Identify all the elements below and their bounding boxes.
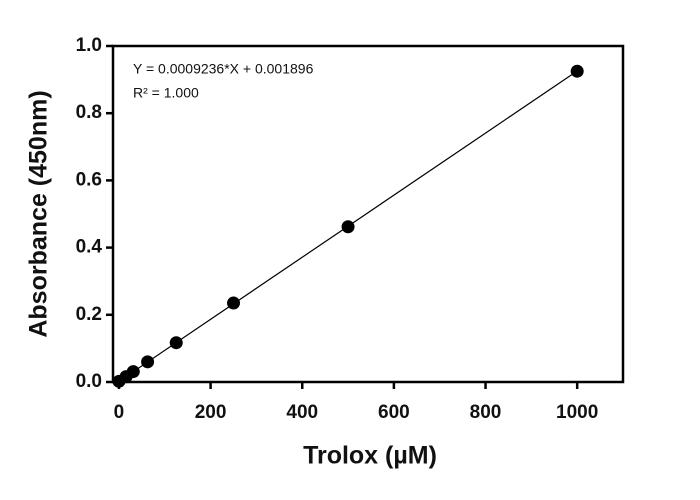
x-tick-label: 1000 [556, 402, 598, 423]
plot-frame [111, 44, 625, 384]
data-point [341, 220, 355, 234]
data-point [169, 336, 183, 350]
data-point [227, 296, 241, 310]
x-tick-label: 800 [470, 402, 502, 423]
y-axis-title: Absorbance (450nm) [25, 90, 53, 337]
x-tick-label: 600 [378, 402, 410, 423]
y-tick-label: 0.8 [76, 102, 102, 123]
annotation: Y = 0.0009236*X + 0.001896 [133, 61, 314, 77]
y-tick-label: 0.0 [76, 371, 102, 392]
annotation: R² = 1.000 [133, 85, 199, 101]
data-point [570, 64, 584, 78]
y-tick-label: 1.0 [76, 35, 102, 56]
y-tick-label: 0.6 [76, 169, 102, 190]
y-tick-label: 0.4 [76, 237, 103, 258]
data-point [141, 355, 155, 369]
x-tick-label: 0 [114, 402, 125, 423]
y-tick-label: 0.2 [76, 304, 102, 325]
data-point [126, 365, 140, 379]
x-tick-label: 200 [195, 402, 227, 423]
x-axis-title: Trolox (µM) [303, 442, 437, 470]
x-tick-label: 400 [286, 402, 318, 423]
